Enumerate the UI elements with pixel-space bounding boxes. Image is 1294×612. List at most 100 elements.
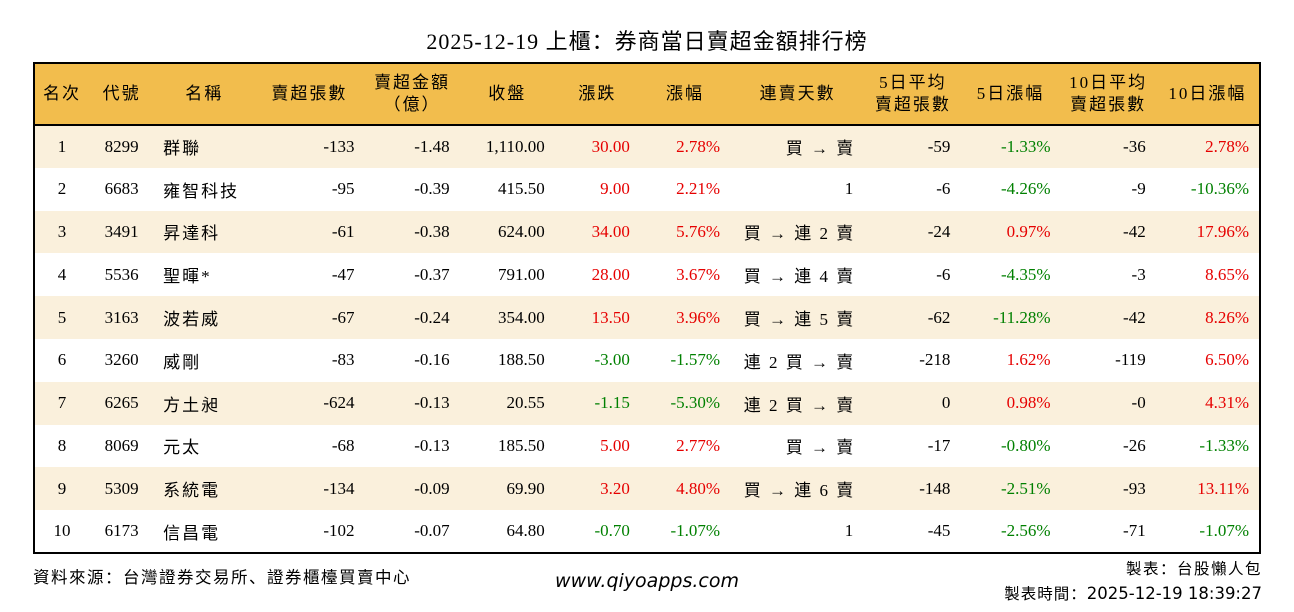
cell: 連 2 買 → 賣 xyxy=(743,352,856,372)
cell: -1.33% xyxy=(1000,136,1051,156)
table-row: 1 8299 群聯 -133 -1.48 1,110.00 30.00 2.78% 買 → 賣 -… xyxy=(34,125,1260,168)
cell: 17.96% xyxy=(1196,221,1249,241)
cell: -102 xyxy=(323,521,355,541)
cell: 7 xyxy=(57,393,67,413)
cell: -0.70 xyxy=(594,521,630,541)
cell: 1 xyxy=(57,136,67,156)
cell: 6265 xyxy=(104,393,139,413)
table-row: 8 8069 元太 -68 -0.13 185.50 5.00 2.77% 買 → 賣 -17 -0… xyxy=(34,424,1260,468)
cell: 1 xyxy=(844,521,856,541)
table-body: 1 8299 群聯 -133 -1.48 1,110.00 30.00 2.78% 買 → 賣 -… xyxy=(34,125,1260,553)
column-header-6: 漲跌 xyxy=(554,63,640,126)
ranking-table: 名次 代號 名稱 賣超張數 賣超金額 （億） 收盤 漲跌 漲幅 連賣天數 5日平均 賣超張數 5日漲幅 1… xyxy=(33,62,1261,554)
cell: 5.00 xyxy=(600,435,630,455)
cell: -62 xyxy=(927,307,951,327)
cell: 3260 xyxy=(104,350,139,370)
cell: -83 xyxy=(331,350,355,370)
cell: -93 xyxy=(1123,478,1146,498)
timestamp-label: 製表時間： xyxy=(1004,586,1087,603)
cell: 5.76% xyxy=(676,221,721,241)
cell: 2.78% xyxy=(1205,136,1249,156)
cell: 188.50 xyxy=(498,350,545,370)
table-row: 7 6265 方土昶 -624 -0.13 20.55 -1.15 -5.30% 連 2 買 →… xyxy=(34,381,1260,425)
cell: -3 xyxy=(1131,264,1146,284)
cell: -67 xyxy=(331,307,355,327)
cell: -218 xyxy=(919,350,951,370)
cell: 791.00 xyxy=(498,264,545,284)
column-header-3: 賣超張數 xyxy=(254,63,365,126)
cell: -68 xyxy=(331,435,355,455)
table-row: 4 5536 聖暉* -47 -0.37 791.00 28.00 3.67% 買 → 連 4 … xyxy=(34,253,1260,297)
column-header-12: 10日漲幅 xyxy=(1155,63,1260,126)
cell: -95 xyxy=(331,179,355,199)
cell: 20.55 xyxy=(506,393,545,413)
cell: -45 xyxy=(927,521,951,541)
table-row: 9 5309 系統電 -134 -0.09 69.90 3.20 4.80% 買 → 連 6 賣… xyxy=(34,467,1260,511)
cell: 2.77% xyxy=(676,435,721,455)
cell: 2 xyxy=(57,179,67,199)
cell: 185.50 xyxy=(498,435,545,455)
cell: 聖暉* xyxy=(163,267,212,287)
cell: 波若威 xyxy=(163,310,221,330)
cell: 64.80 xyxy=(506,521,545,541)
cell: -0.38 xyxy=(414,221,450,241)
cell: 4 xyxy=(57,264,67,284)
cell: -0.13 xyxy=(414,393,450,413)
cell: -17 xyxy=(927,435,951,455)
column-header-10: 5日漲幅 xyxy=(960,63,1061,126)
cell: -2.51% xyxy=(1000,478,1051,498)
cell: 群聯 xyxy=(163,139,202,159)
cell: 方土昶 xyxy=(163,395,221,415)
cell: 4.80% xyxy=(676,478,721,498)
table-row: 5 3163 波若威 -67 -0.24 354.00 13.50 3.96% 買 → 連 5 … xyxy=(34,296,1260,339)
cell: -47 xyxy=(331,264,355,284)
cell: -71 xyxy=(1123,521,1146,541)
cell: 8299 xyxy=(104,136,139,156)
credits-block: 製表：台股懶人包 製表時間：2025-12-19 18:39:27 xyxy=(1004,558,1262,607)
cell: -0 xyxy=(1131,393,1146,413)
cell: 8 xyxy=(57,435,67,455)
cell: 8.65% xyxy=(1205,264,1249,284)
cell: 2.78% xyxy=(676,136,721,156)
cell: -1.07% xyxy=(670,521,721,541)
column-header-5: 收盤 xyxy=(459,63,555,126)
cell: -24 xyxy=(927,221,951,241)
cell: -11.28% xyxy=(993,307,1051,327)
cell: 415.50 xyxy=(498,179,545,199)
cell: 6.50% xyxy=(1205,350,1249,370)
cell: 8.26% xyxy=(1205,307,1249,327)
cell: -133 xyxy=(323,136,355,156)
cell: 6 xyxy=(57,350,67,370)
cell: -2.56% xyxy=(1000,521,1051,541)
cell: -1.15 xyxy=(594,393,630,413)
author-label: 製表：台股懶人包 xyxy=(1125,561,1262,578)
cell: 買 → 賣 xyxy=(785,438,856,458)
cell: 4.31% xyxy=(1205,393,1249,413)
cell: 0.97% xyxy=(1006,221,1051,241)
cell: 1 xyxy=(844,179,856,199)
cell: -0.07 xyxy=(414,521,450,541)
cell: 買 → 連 6 賣 xyxy=(743,481,856,501)
cell: 威剛 xyxy=(163,352,202,372)
cell: 5536 xyxy=(104,264,139,284)
cell: 1,110.00 xyxy=(485,136,545,156)
cell: -6 xyxy=(936,179,951,199)
timestamp-value: 2025-12-19 18:39:27 xyxy=(1086,584,1262,603)
cell: -0.09 xyxy=(414,478,450,498)
cell: -624 xyxy=(323,393,355,413)
cell: -4.26% xyxy=(1000,179,1051,199)
cell: -3.00 xyxy=(594,350,630,370)
website-label: www.qiyoapps.com xyxy=(555,570,739,592)
cell: -1.07% xyxy=(1199,521,1249,541)
cell: -61 xyxy=(331,221,355,241)
table-row: 10 6173 信昌電 -102 -0.07 64.80 -0.70 -1.07% 1 -45 -2… xyxy=(34,510,1260,553)
cell: 30.00 xyxy=(591,136,630,156)
report-title: 2025-12-19 上櫃：券商當日賣超金額排行榜 xyxy=(426,29,868,54)
cell: 5309 xyxy=(104,478,139,498)
cell: -26 xyxy=(1123,435,1146,455)
cell: 系統電 xyxy=(163,481,221,501)
timestamp-line: 製表時間：2025-12-19 18:39:27 xyxy=(1004,582,1262,607)
cell: -0.37 xyxy=(414,264,450,284)
cell: 2.21% xyxy=(676,179,721,199)
cell: 昇達科 xyxy=(163,224,221,244)
